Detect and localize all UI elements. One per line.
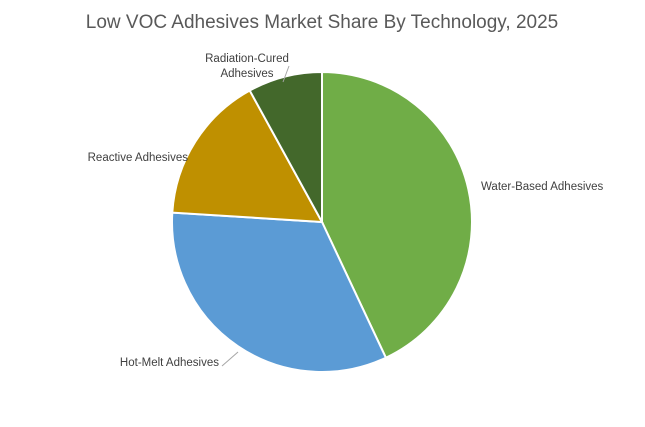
leader-line — [221, 351, 239, 367]
chart-title: Low VOC Adhesives Market Share By Techno… — [86, 12, 558, 33]
leader-line — [282, 65, 290, 83]
label-leader-lines — [221, 65, 290, 367]
pie-slices — [171, 70, 473, 373]
slice-label-radiation-cured-adhesives: Radiation-Cured Adhesives — [205, 53, 289, 80]
slice-labels: Water-Based Adhesives Hot-Melt Adhesives R… — [88, 53, 604, 369]
slice-label-reactive-adhesives: Reactive Adhesives — [88, 152, 189, 164]
slice-label-water-based-adhesives: Water-Based Adhesives — [481, 181, 604, 193]
pie-slice-hot-melt-adhesives — [171, 211, 388, 373]
pie-slice-water-based-adhesives — [321, 70, 473, 360]
pie-slice-reactive-adhesives — [171, 89, 324, 224]
slice-label-hot-melt-adhesives: Hot-Melt Adhesives — [120, 357, 219, 369]
